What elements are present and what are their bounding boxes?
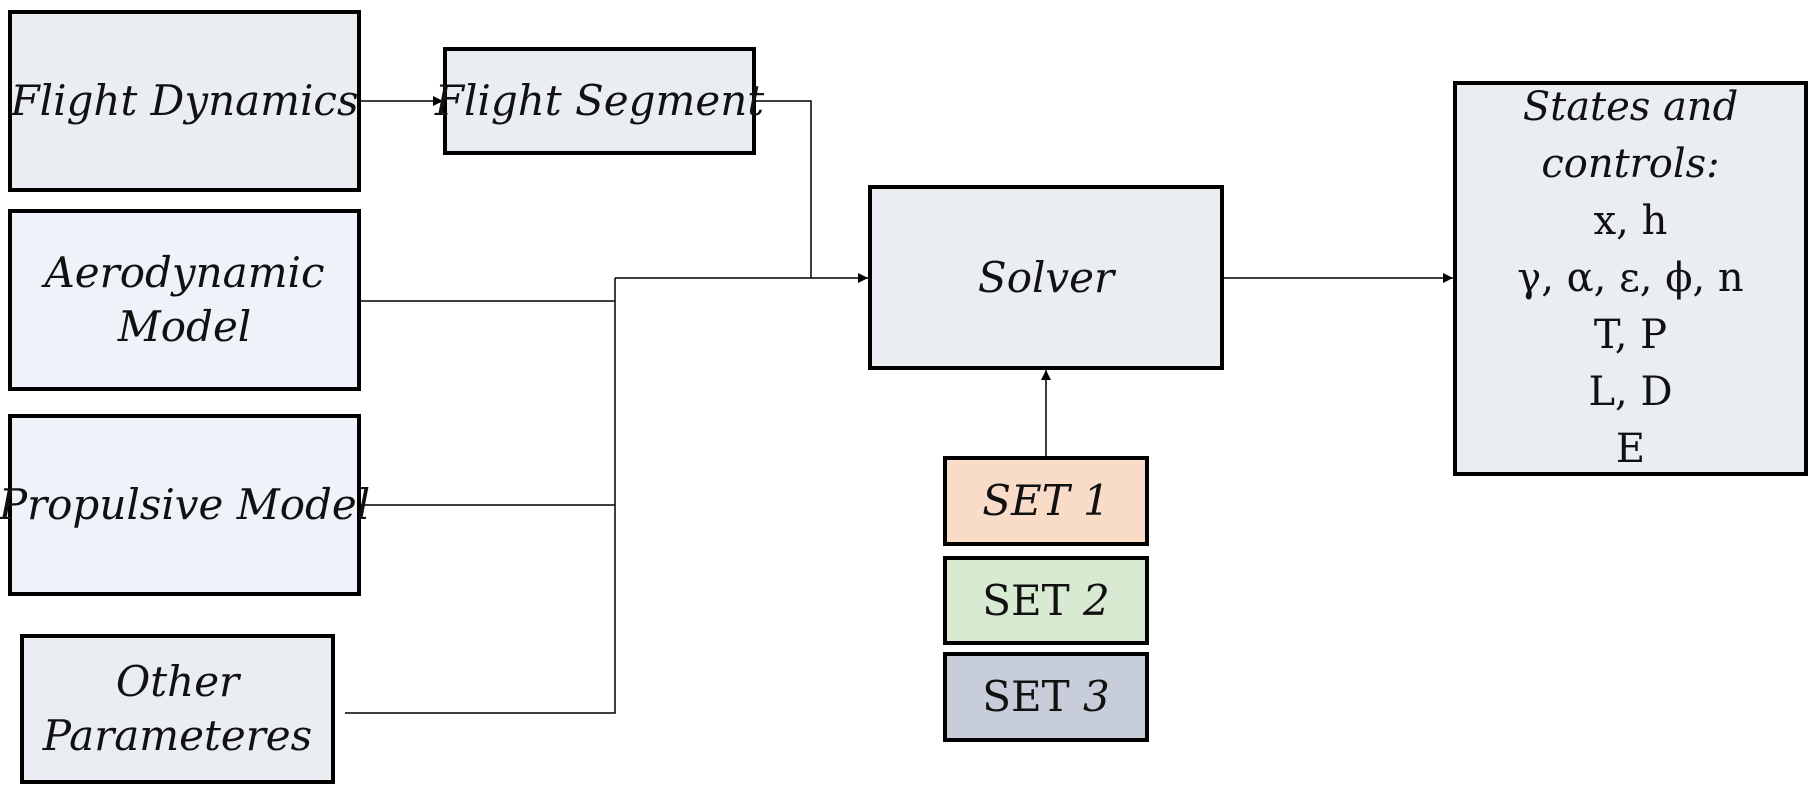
propulsive-model-label: Propulsive Model <box>0 480 371 529</box>
connector-other-to-bus <box>345 278 616 714</box>
connector-segment-to-solver <box>756 100 812 278</box>
other-parameters-label-line-2: Parameteres <box>42 711 313 760</box>
solver-label: Solver <box>977 252 1115 302</box>
aerodynamic-model-label-line-2: Model <box>117 302 252 351</box>
set-2-box: SET 2 <box>943 556 1149 645</box>
flight-segment-label: Flight Segment <box>434 76 765 125</box>
flight-dynamics-box: Flight Dynamics <box>8 10 361 192</box>
set-3-number: 3 <box>1083 672 1110 721</box>
states-header-line-2: controls: <box>1541 141 1720 187</box>
set-3-label: SET 3 <box>982 672 1110 722</box>
set-2-number: 2 <box>1083 575 1110 625</box>
states-line-lift-drag: L, D <box>1588 369 1673 415</box>
states-and-controls-box: States and controls: x, h γ, α, ε, ϕ, n … <box>1453 81 1808 476</box>
other-parameters-label-line-1: Other <box>115 657 240 706</box>
states-header-line-1: States and <box>1522 84 1739 130</box>
set-2-label: SET 2 <box>982 576 1110 626</box>
flight-dynamics-label: Flight Dynamics <box>10 76 359 125</box>
states-line-angles: γ, α, ε, ϕ, n <box>1517 255 1744 301</box>
aerodynamic-model-label-line-1: Aerodynamic <box>44 248 325 297</box>
set-1-box: SET 1 <box>943 456 1149 546</box>
set-2-text: SET <box>982 575 1084 625</box>
states-line-thrust-power: T, P <box>1593 312 1668 358</box>
set-3-box: SET 3 <box>943 652 1149 742</box>
set-1-number: 1 <box>1083 476 1110 525</box>
propulsive-model-box: Propulsive Model <box>0 414 370 596</box>
aerodynamic-model-box: Aerodynamic Model <box>8 209 361 391</box>
other-parameters-box: Other Parameteres <box>20 634 335 784</box>
states-line-position: x, h <box>1593 198 1668 244</box>
solver-box: Solver <box>868 185 1224 370</box>
set-1-label: SET 1 <box>982 476 1110 526</box>
set-1-text: SET <box>982 476 1084 525</box>
flight-segment-box: Flight Segment <box>435 47 764 155</box>
set-3-text: SET <box>982 672 1084 721</box>
states-line-energy: E <box>1615 426 1646 472</box>
